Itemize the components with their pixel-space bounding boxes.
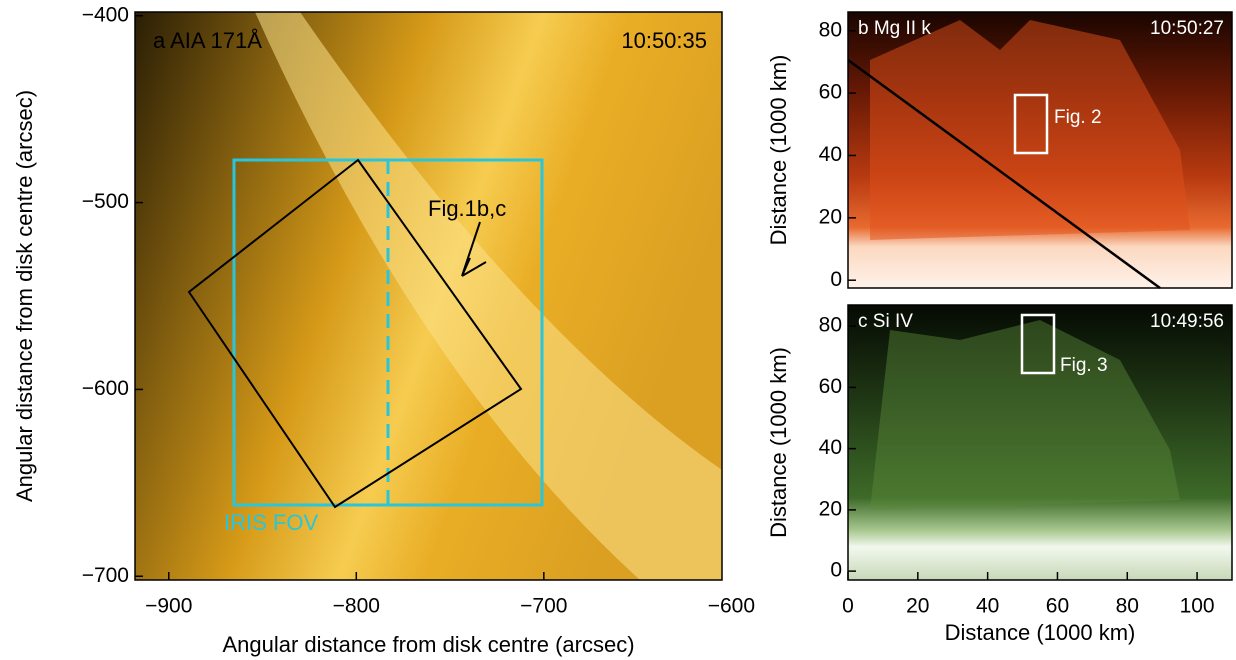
x-tick-label: 80 <box>1116 595 1139 618</box>
panel-title: b Mg II k <box>858 18 931 39</box>
x-tick-label: −600 <box>708 595 755 618</box>
y-tick-label: 40 <box>819 436 842 459</box>
panel-title: a AIA 171Å <box>153 28 262 53</box>
x-tick-label: 40 <box>976 595 999 618</box>
x-tick-label: −900 <box>145 595 192 618</box>
y-tick-label: 60 <box>819 375 842 398</box>
y-tick-label: 20 <box>819 497 842 520</box>
y-tick-label: 80 <box>819 18 842 41</box>
y-tick-label: −600 <box>82 377 129 400</box>
x-axis-label: Angular distance from disk centre (arcse… <box>222 632 634 657</box>
x-tick-label: 100 <box>1180 595 1215 618</box>
figure: IRIS FOV Fig.1b,c a AIA 171Å 10:50:35 −400 −5… <box>0 0 1236 660</box>
annotation: Fig. 2 <box>1054 107 1102 128</box>
y-tick-label: 80 <box>819 314 842 337</box>
annotation: Fig. 3 <box>1060 355 1108 376</box>
y-tick-label: 40 <box>819 143 842 166</box>
y-tick-label: 60 <box>819 81 842 104</box>
annotation: Fig.1b,c <box>428 196 506 221</box>
panel-time: 10:50:35 <box>621 28 707 53</box>
x-tick-label: −700 <box>520 595 567 618</box>
annotation: IRIS FOV <box>224 510 318 535</box>
y-tick-label: −400 <box>82 3 129 26</box>
panel-time: 10:49:56 <box>1150 311 1224 332</box>
y-tick-label: −500 <box>82 190 129 213</box>
x-tick-label: 60 <box>1046 595 1069 618</box>
x-tick-label: −800 <box>333 595 380 618</box>
x-tick-label: 0 <box>842 595 854 618</box>
y-axis-label: Distance (1000 km) <box>766 347 791 538</box>
y-tick-label: 0 <box>830 559 842 582</box>
x-axis-label: Distance (1000 km) <box>945 620 1136 645</box>
y-tick-label: −700 <box>82 564 129 587</box>
panel-time: 10:50:27 <box>1150 18 1224 39</box>
y-tick-label: 20 <box>819 205 842 228</box>
x-tick-label: 20 <box>906 595 929 618</box>
y-axis-label: Distance (1000 km) <box>766 55 791 246</box>
panel-title: c Si IV <box>858 311 913 332</box>
y-axis-label: Angular distance from disk centre (arcse… <box>12 90 37 502</box>
y-tick-label: 0 <box>830 268 842 291</box>
